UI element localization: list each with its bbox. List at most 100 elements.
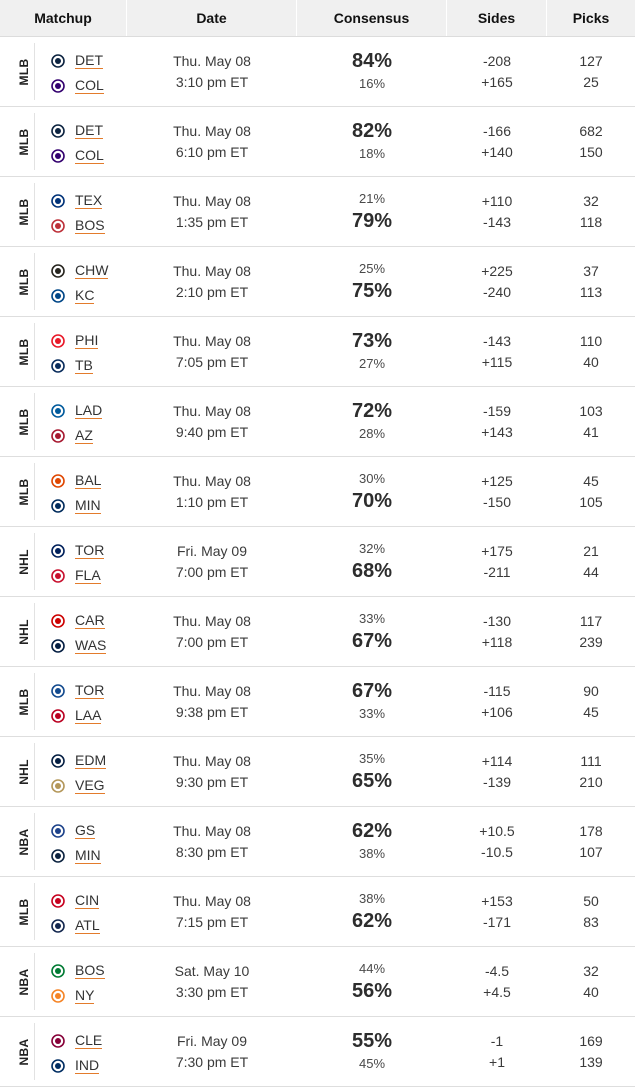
table-row[interactable]: MLB LAD AZ Thu. May 08 9:40 pm ET 72% xyxy=(0,387,635,457)
team-link[interactable]: COL xyxy=(75,77,104,94)
team-link[interactable]: CLE xyxy=(75,1032,103,1049)
team-home[interactable]: IND xyxy=(51,1054,102,1077)
team-away[interactable]: DET xyxy=(51,119,104,142)
team-home[interactable]: COL xyxy=(51,144,104,167)
team-home[interactable]: MIN xyxy=(51,494,101,517)
team-home[interactable]: VEG xyxy=(51,774,106,797)
team-away[interactable]: CAR xyxy=(51,609,106,632)
team-home[interactable]: AZ xyxy=(51,424,102,447)
team-link[interactable]: GS xyxy=(75,822,96,839)
team-link[interactable]: BOS xyxy=(75,217,105,234)
table-row[interactable]: MLB BAL MIN Thu. May 08 1:10 pm ET 30% xyxy=(0,457,635,527)
team-away[interactable]: EDM xyxy=(51,749,107,772)
table-row[interactable]: NHL CAR WAS Thu. May 08 7:00 pm ET 33% xyxy=(0,597,635,667)
team-link[interactable]: NY xyxy=(75,987,95,1004)
team-link[interactable]: TOR xyxy=(75,542,105,559)
team-list: BAL MIN xyxy=(51,469,102,517)
table-row[interactable]: NHL EDM VEG Thu. May 08 9:30 pm ET 35% xyxy=(0,737,635,807)
table-row[interactable]: MLB DET COL Thu. May 08 3:10 pm ET 84% xyxy=(0,37,635,107)
team-home[interactable]: MIN xyxy=(51,844,101,867)
team-away[interactable]: PHI xyxy=(51,329,99,352)
team-list: GS MIN xyxy=(51,819,101,867)
team-home[interactable]: WAS xyxy=(51,634,107,657)
cleveland-cavaliers-logo-icon xyxy=(51,1033,65,1048)
table-row[interactable]: NHL TOR FLA Fri. May 09 7:00 pm ET 32% xyxy=(0,527,635,597)
team-home[interactable]: KC xyxy=(51,284,108,307)
team-link[interactable]: DET xyxy=(75,122,103,139)
team-link[interactable]: TOR xyxy=(75,682,105,699)
team-list: EDM VEG xyxy=(51,749,107,797)
table-row[interactable]: MLB DET COL Thu. May 08 6:10 pm ET 82% xyxy=(0,107,635,177)
date-cell: Thu. May 08 3:10 pm ET xyxy=(127,37,297,106)
table-row[interactable]: MLB CIN ATL Thu. May 08 7:15 pm ET 38% xyxy=(0,877,635,947)
matchup-cell: NHL CAR WAS xyxy=(0,597,127,666)
matchup-cell: NBA GS MIN xyxy=(0,807,127,876)
team-away[interactable]: TEX xyxy=(51,189,105,212)
team-link[interactable]: ATL xyxy=(75,917,100,934)
los-angeles-dodgers-logo-icon xyxy=(51,403,65,418)
header-picks[interactable]: Picks xyxy=(572,10,610,26)
team-link[interactable]: LAD xyxy=(75,402,103,419)
table-row[interactable]: MLB TOR LAA Thu. May 08 9:38 pm ET 67% xyxy=(0,667,635,737)
team-link[interactable]: TEX xyxy=(75,192,103,209)
consensus-away: 30% xyxy=(358,471,386,486)
team-link[interactable]: MIN xyxy=(75,847,101,864)
team-away[interactable]: BAL xyxy=(51,469,102,492)
team-link[interactable]: FLA xyxy=(75,567,101,584)
header-consensus[interactable]: Consensus xyxy=(297,0,447,36)
baltimore-orioles-logo-icon xyxy=(51,473,65,488)
team-home[interactable]: COL xyxy=(51,74,104,97)
table-row[interactable]: NBA GS MIN Thu. May 08 8:30 pm ET 62% xyxy=(0,807,635,877)
team-link[interactable]: WAS xyxy=(75,637,107,654)
team-link[interactable]: LAA xyxy=(75,707,102,724)
consensus-away: 84% xyxy=(351,50,393,72)
team-link[interactable]: PHI xyxy=(75,332,99,349)
team-away[interactable]: CHW xyxy=(51,259,109,282)
team-away[interactable]: BOS xyxy=(51,959,105,982)
table-row[interactable]: MLB TEX BOS Thu. May 08 1:35 pm ET 21% xyxy=(0,177,635,247)
sides-cell: +225 -240 xyxy=(447,247,547,316)
team-away[interactable]: TOR xyxy=(51,539,105,562)
header-matchup[interactable]: Matchup xyxy=(0,0,127,36)
team-link[interactable]: MIN xyxy=(75,497,101,514)
table-row[interactable]: NBA BOS NY Sat. May 10 3:30 pm ET 44% xyxy=(0,947,635,1017)
team-home[interactable]: TB xyxy=(51,354,98,377)
game-time: 9:38 pm ET xyxy=(175,703,249,720)
team-away[interactable]: GS xyxy=(51,819,101,842)
team-link[interactable]: CIN xyxy=(75,892,100,909)
header-date[interactable]: Date xyxy=(127,0,297,36)
team-home[interactable]: BOS xyxy=(51,214,105,237)
team-link[interactable]: AZ xyxy=(75,427,93,444)
team-link[interactable]: BOS xyxy=(75,962,105,979)
team-link[interactable]: KC xyxy=(75,287,95,304)
team-link[interactable]: CHW xyxy=(75,262,109,279)
team-link[interactable]: EDM xyxy=(75,752,107,769)
side-home: -143 xyxy=(482,213,512,230)
league-divider xyxy=(34,953,35,1010)
table-row[interactable]: NBA CLE IND Fri. May 09 7:30 pm ET 55% xyxy=(0,1017,635,1087)
team-away[interactable]: CIN xyxy=(51,889,100,912)
team-away[interactable]: CLE xyxy=(51,1029,103,1052)
team-away[interactable]: DET xyxy=(51,49,104,72)
game-time: 3:30 pm ET xyxy=(175,983,249,1000)
team-home[interactable]: LAA xyxy=(51,704,104,727)
table-row[interactable]: MLB PHI TB Thu. May 08 7:05 pm ET 73% xyxy=(0,317,635,387)
team-link[interactable]: DET xyxy=(75,52,103,69)
team-link[interactable]: BAL xyxy=(75,472,102,489)
team-link[interactable]: CAR xyxy=(75,612,105,629)
game-time: 9:30 pm ET xyxy=(175,773,249,790)
team-link[interactable]: TB xyxy=(75,357,93,374)
team-away[interactable]: LAD xyxy=(51,399,103,422)
team-home[interactable]: FLA xyxy=(51,564,104,587)
team-away[interactable]: TOR xyxy=(51,679,105,702)
team-link[interactable]: COL xyxy=(75,147,104,164)
team-link[interactable]: IND xyxy=(75,1057,100,1074)
toronto-maple-leafs-logo-icon xyxy=(51,543,65,558)
team-home[interactable]: ATL xyxy=(51,914,100,937)
matchup-cell: NHL EDM VEG xyxy=(0,737,127,806)
table-row[interactable]: MLB CHW KC Thu. May 08 2:10 pm ET 25% xyxy=(0,247,635,317)
team-home[interactable]: NY xyxy=(51,984,105,1007)
team-link[interactable]: VEG xyxy=(75,777,105,794)
header-sides[interactable]: Sides xyxy=(447,0,547,36)
